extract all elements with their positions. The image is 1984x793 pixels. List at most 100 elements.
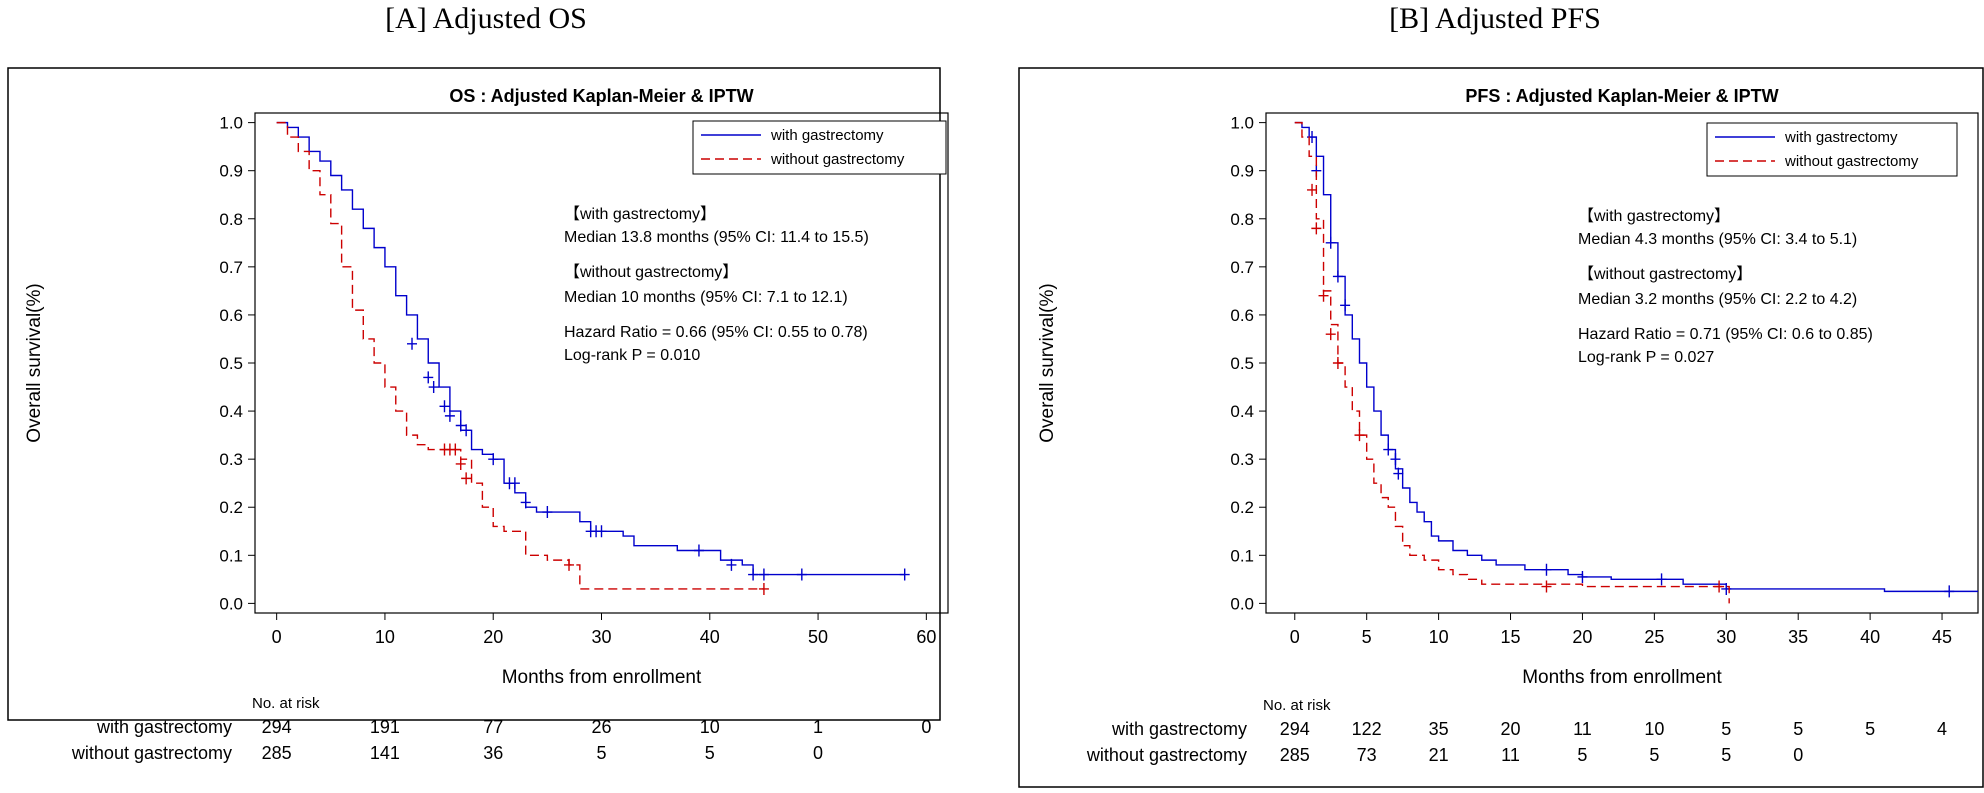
risk-count: 77 [483,717,503,737]
y-axis-label: Overall survival(%) [24,283,45,442]
annotation-text: Median 3.2 months (95% CI: 2.2 to 4.2) [1578,291,1857,308]
x-tick-label: 30 [591,627,611,647]
y-tick-label: 0.5 [1230,354,1254,373]
y-tick-label: 1.0 [1230,114,1254,133]
censor-mark [423,371,434,384]
risk-row-label: without gastrectomy [71,743,232,763]
chart-title: PFS : Adjusted Kaplan-Meier & IPTW [1465,86,1778,106]
x-tick-label: 30 [1716,627,1736,647]
risk-count: 141 [370,743,400,763]
x-tick-label: 25 [1644,627,1664,647]
legend-box [1706,122,1958,177]
censor-mark [748,568,759,581]
x-tick-label: 0 [1290,627,1300,647]
x-tick-label: 10 [375,627,395,647]
legend-label: without gastrectomy [770,151,905,168]
risk-count: 5 [596,743,606,763]
series-line-without-gastrectomy [1294,121,1730,604]
y-tick-label: 0.6 [219,306,243,325]
censor-mark [455,419,466,432]
y-tick-label: 0.6 [1230,306,1254,325]
censor-mark [758,582,769,595]
chart-title: OS : Adjusted Kaplan-Meier & IPTW [449,86,753,106]
x-tick-label: 35 [1788,627,1808,647]
censor-mark [1354,429,1365,442]
censor-mark [461,424,472,437]
legend-label: with gastrectomy [1784,129,1898,146]
risk-count: 5 [1649,745,1659,765]
y-tick-label: 0.1 [219,546,243,565]
x-axis-label: Months from enrollment [1522,667,1722,688]
y-tick-label: 0.0 [1230,594,1254,613]
risk-count: 11 [1573,719,1592,739]
y-tick-label: 0.2 [219,498,243,517]
censor-mark [564,558,575,571]
x-tick-label: 40 [1860,627,1880,647]
risk-count: 4 [1937,719,1947,739]
x-tick-label: 40 [700,627,720,647]
risk-row-label: with gastrectomy [96,717,232,737]
censor-mark [488,453,499,466]
legend-box [692,120,947,175]
risk-count: 294 [262,717,292,737]
risk-count: 35 [1429,719,1449,739]
risk-count: 1 [813,717,823,737]
annotation-text: 【without gastrectomy】 [1578,266,1752,283]
censor-mark [1332,270,1343,283]
censor-mark [407,337,418,350]
risk-count: 191 [370,717,400,737]
y-tick-label: 0.8 [219,210,243,229]
annotation-text: Log-rank P = 0.027 [1578,349,1714,366]
censor-mark [509,477,520,490]
panel-frame [7,67,941,721]
censor-mark [428,381,439,394]
censor-mark [1383,443,1394,456]
annotation-text: Hazard Ratio = 0.66 (95% CI: 0.55 to 0.7… [564,324,868,341]
censor-mark [542,506,553,519]
annotation-text: 【with gastrectomy】 [1578,208,1730,225]
annotation-text: 【with gastrectomy】 [564,206,716,223]
risk-count: 5 [1721,719,1731,739]
risk-count: 36 [483,743,503,763]
panel-frame [1018,67,1984,788]
censor-mark [693,544,704,557]
risk-count: 5 [1865,719,1875,739]
censor-mark [1332,357,1343,369]
risk-count: 5 [1577,745,1587,765]
x-tick-label: 45 [1932,627,1952,647]
annotation-text: Median 13.8 months (95% CI: 11.4 to 15.5… [564,229,869,246]
x-tick-label: 10 [1429,627,1449,647]
risk-count: 26 [591,717,611,737]
x-tick-label: 60 [916,627,936,647]
series-line-without-gastrectomy [276,121,764,590]
y-tick-label: 1.0 [219,114,243,133]
x-tick-label: 20 [1572,627,1592,647]
risk-table-header: No. at risk [1263,697,1331,714]
risk-row-label: with gastrectomy [1111,719,1247,739]
series-line-with-gastrectomy [1294,121,1978,593]
y-axis-label: Overall survival(%) [1037,283,1058,442]
panel-a-heading: [A] Adjusted OS [385,2,587,35]
risk-count: 122 [1352,719,1382,739]
annotation-text: Median 10 months (95% CI: 7.1 to 12.1) [564,289,848,306]
censor-mark [1541,563,1552,576]
annotation-text: Log-rank P = 0.010 [564,347,700,364]
censor-mark [1656,573,1667,586]
risk-count: 0 [813,743,823,763]
censor-mark [1390,453,1401,466]
y-tick-label: 0.9 [219,162,243,181]
x-tick-label: 5 [1362,627,1372,647]
risk-count: 5 [1793,719,1803,739]
censor-mark [1318,289,1329,302]
risk-count: 294 [1280,719,1310,739]
censor-mark [444,409,455,422]
pfs-panel: PFS : Adjusted Kaplan-Meier & IPTW 0.0 0.1… [1018,67,1984,788]
risk-count: 10 [1644,719,1664,739]
series-line-with-gastrectomy [276,121,905,576]
x-tick-label: 15 [1501,627,1521,647]
y-tick-label: 0.8 [1230,210,1254,229]
risk-count: 5 [1721,745,1731,765]
risk-count: 0 [1793,745,1803,765]
y-tick-label: 0.3 [219,450,243,469]
censor-mark [1311,222,1322,235]
